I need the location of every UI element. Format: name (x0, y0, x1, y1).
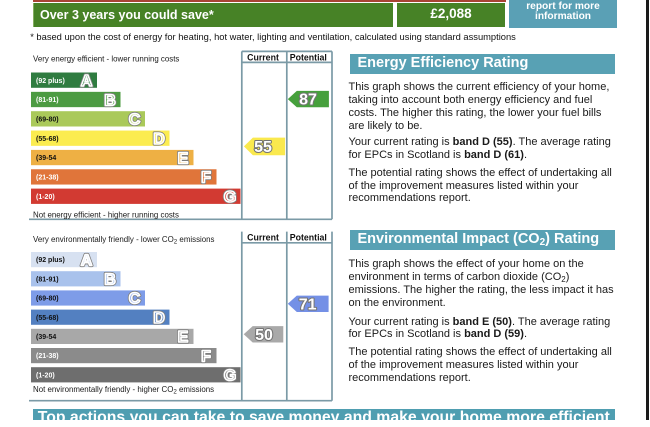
svg-text:E: E (178, 150, 189, 167)
svg-text:E: E (178, 329, 189, 346)
svg-text:D: D (153, 131, 165, 148)
svg-text:E: E (178, 150, 189, 167)
svg-text:C: C (129, 291, 141, 308)
svg-text:F: F (201, 170, 211, 187)
svg-text:B: B (104, 92, 116, 109)
svg-text:Very energy efficient - lower: Very energy efficient - lower running co… (33, 54, 179, 63)
svg-text:G: G (224, 368, 236, 385)
svg-text:87: 87 (299, 92, 317, 109)
svg-text:A: A (81, 73, 93, 90)
svg-text:(21-38): (21-38) (36, 353, 59, 360)
svg-text:Current: Current (247, 232, 279, 242)
svg-text:C: C (129, 291, 141, 308)
svg-text:B: B (104, 272, 116, 289)
svg-text:(81-91): (81-91) (36, 97, 59, 104)
svg-text:F: F (201, 170, 211, 187)
svg-text:G: G (224, 368, 236, 385)
svg-text:(92 plus): (92 plus) (36, 257, 65, 264)
svg-text:G: G (224, 189, 236, 206)
svg-text:Potential: Potential (290, 232, 327, 242)
svg-text:(69-80): (69-80) (36, 117, 59, 124)
svg-text:(92 plus): (92 plus) (36, 78, 65, 85)
svg-text:(55-68): (55-68) (36, 315, 59, 322)
svg-text:D: D (153, 131, 165, 148)
svg-text:A: A (81, 252, 93, 269)
svg-text:(1-20): (1-20) (36, 372, 55, 379)
svg-text:71: 71 (299, 296, 317, 313)
svg-text:A: A (81, 73, 93, 90)
svg-text:(55-68): (55-68) (36, 136, 59, 143)
svg-text:50: 50 (255, 327, 273, 344)
svg-text:F: F (201, 348, 211, 365)
svg-text:G: G (224, 189, 236, 206)
svg-text:D: D (153, 310, 165, 327)
svg-text:(39-54: (39-54 (36, 155, 56, 162)
svg-text:Not energy efficient - higher: Not energy efficient - higher running co… (33, 210, 179, 219)
svg-text:Not environmentally friendly -: Not environmentally friendly - higher CO… (33, 385, 214, 396)
svg-text:E: E (178, 329, 189, 346)
svg-text:B: B (104, 272, 116, 289)
svg-text:(81-91): (81-91) (36, 276, 59, 283)
svg-text:55: 55 (254, 139, 272, 156)
svg-text:Very environmentally friendly: Very environmentally friendly - lower CO… (33, 235, 215, 246)
svg-text:A: A (81, 252, 93, 269)
svg-text:C: C (129, 112, 141, 129)
svg-text:F: F (201, 348, 211, 365)
svg-text:C: C (129, 112, 141, 129)
svg-text:Current: Current (247, 52, 279, 62)
svg-text:D: D (153, 310, 165, 327)
svg-text:B: B (104, 92, 116, 109)
svg-text:Potential: Potential (290, 52, 327, 62)
svg-text:(21-38): (21-38) (36, 175, 59, 182)
svg-text:(1-20): (1-20) (36, 194, 55, 201)
svg-text:(39-54: (39-54 (36, 334, 56, 341)
svg-text:(69-80): (69-80) (36, 296, 59, 303)
